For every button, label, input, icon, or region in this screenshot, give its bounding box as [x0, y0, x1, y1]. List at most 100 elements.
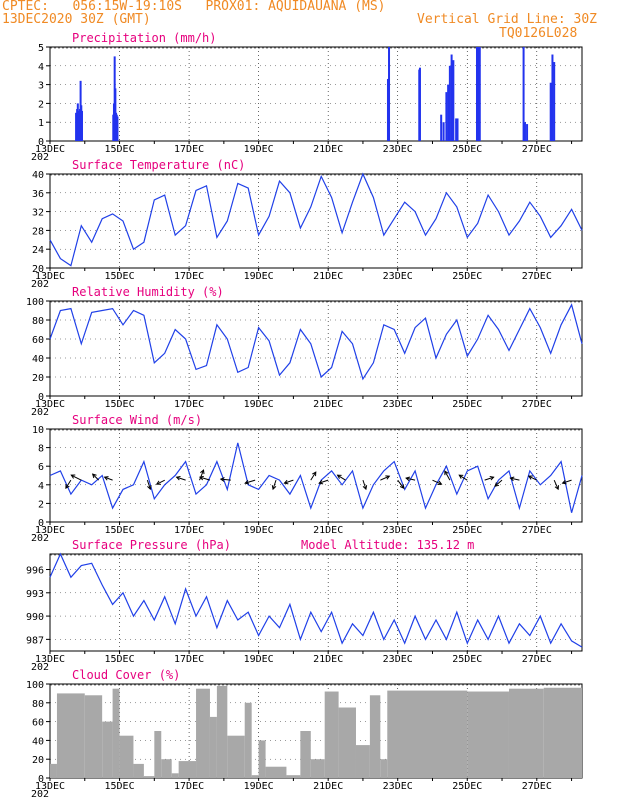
wind-arrowhead	[399, 484, 405, 489]
wind-arrowhead	[527, 475, 533, 480]
wind-arrow	[65, 479, 72, 489]
cloud-xtick-label: 19DEC	[244, 781, 274, 792]
cloud-xtick-label: 27DEC	[522, 781, 552, 792]
precip-ytick-label: 0	[38, 137, 44, 148]
cloud-bar	[119, 735, 134, 778]
precip-bar	[388, 47, 391, 141]
cloud-ytick-label: 80	[32, 699, 44, 710]
wind-arrow	[319, 479, 329, 484]
rh-ytick-label: 60	[32, 335, 44, 346]
cloud-ytick-label: 100	[26, 680, 44, 691]
temp-xtick-label: 19DEC	[244, 271, 274, 282]
cloud-bar	[112, 688, 120, 778]
wind-arrowhead	[65, 484, 70, 490]
precip-bar	[442, 122, 445, 141]
wind-ytick-label: 8	[38, 444, 44, 455]
wind-arrow	[92, 473, 100, 481]
wind-arrowhead	[283, 479, 289, 485]
rh-xtick-label: 15DEC	[104, 399, 134, 410]
wind-xtick-label: 27DEC	[522, 525, 552, 536]
wind-arrow	[220, 478, 231, 481]
precip-bar	[445, 92, 448, 141]
pres-ytick-label: 990	[26, 612, 44, 623]
rh-xtick-label: 19DEC	[244, 399, 274, 410]
precip-ytick-label: 5	[38, 43, 44, 54]
pres-title: Surface Pressure (hPa)	[72, 538, 231, 552]
pres-ytick-label: 987	[26, 635, 44, 646]
wind-arrowhead	[509, 476, 515, 482]
cloud-title: Cloud Cover (%)	[72, 668, 180, 682]
precip-ytick-label: 4	[38, 62, 44, 73]
wind-arrowhead	[437, 480, 443, 485]
pres-xtick-label: 13DEC	[35, 654, 65, 665]
temp-title: Surface Temperature (nC)	[72, 158, 245, 172]
rh-ytick-label: 0	[38, 392, 44, 403]
wind-arrowhead	[336, 474, 342, 479]
wind-arrow	[310, 471, 317, 481]
header-gridline-note: Vertical Grid Line: 30Z	[417, 12, 598, 27]
pres-xtick-label: 15DEC	[104, 654, 134, 665]
precip-bar	[76, 103, 79, 141]
wind-title: Surface Wind (m/s)	[72, 413, 202, 427]
precip-bar	[116, 116, 119, 141]
wind-xtick-label: 15DEC	[104, 525, 134, 536]
temp-xtick-label: 27DEC	[522, 271, 552, 282]
pres-xtick-label: 27DEC	[522, 654, 552, 665]
temp-xtick-label: 25DEC	[452, 271, 482, 282]
precip-ytick-label: 1	[38, 118, 44, 129]
cloud-bar	[227, 735, 245, 778]
wind-arrow	[362, 479, 367, 490]
cloud-bar	[258, 740, 266, 778]
cloud-bar	[154, 731, 162, 778]
cloud-bar	[102, 721, 113, 778]
wind-arrow	[528, 475, 538, 481]
temp-ytick-label: 20	[32, 264, 44, 275]
wind-arrowhead	[318, 479, 324, 485]
cloud-bar	[209, 716, 217, 778]
precip-bar	[418, 67, 421, 141]
temp-ytick-label: 40	[32, 170, 44, 181]
wind-arrow	[494, 479, 503, 487]
cloud-xtick-label: 17DEC	[174, 781, 204, 792]
precip-frame	[49, 46, 583, 142]
wind-year-stub: 202	[31, 533, 49, 544]
pres-xtick-label: 23DEC	[383, 654, 413, 665]
wind-arrowhead	[405, 476, 411, 482]
wind-ytick-label: 0	[38, 518, 44, 529]
precip-bar	[75, 112, 78, 141]
pres-extra-label: Model Altitude: 135.12 m	[301, 538, 474, 552]
cloud-bar	[251, 775, 259, 778]
rh-ytick-label: 80	[32, 316, 44, 327]
wind-arrowhead	[175, 475, 181, 481]
wind-arrowhead	[494, 482, 500, 487]
rh-xtick-label: 27DEC	[522, 399, 552, 410]
wind-xtick-label: 23DEC	[383, 525, 413, 536]
precip-bar	[522, 47, 525, 141]
wind-arrow	[71, 474, 82, 481]
wind-arrowhead	[271, 485, 277, 491]
precip-xtick-label: 25DEC	[452, 144, 482, 155]
cloud-bar	[310, 759, 325, 778]
wind-ytick-label: 2	[38, 499, 44, 510]
rh-title: Relative Humidity (%)	[72, 285, 224, 299]
wind-arrowhead	[362, 485, 368, 491]
cloud-year-stub: 202	[31, 789, 49, 800]
cloud-bar	[161, 759, 172, 778]
wind-arrowhead	[198, 475, 204, 481]
precip-xtick-label: 19DEC	[244, 144, 274, 155]
wind-arrowhead	[91, 473, 97, 479]
cloud-bar	[244, 702, 252, 778]
wind-xtick-label: 13DEC	[35, 525, 65, 536]
cloud-ytick-label: 0	[38, 774, 44, 785]
cloud-bar	[196, 688, 210, 778]
wind-arrowhead	[103, 476, 109, 481]
temp-xtick-label: 17DEC	[174, 271, 204, 282]
header-datetime: 13DEC2020 30Z (GMT)	[2, 12, 151, 27]
cloud-bar	[387, 690, 468, 778]
temp-line	[49, 172, 583, 267]
cloud-bar	[338, 707, 356, 778]
wind-arrow	[176, 476, 186, 481]
wind-arrowhead	[385, 475, 391, 480]
wind-arrow	[432, 479, 442, 485]
